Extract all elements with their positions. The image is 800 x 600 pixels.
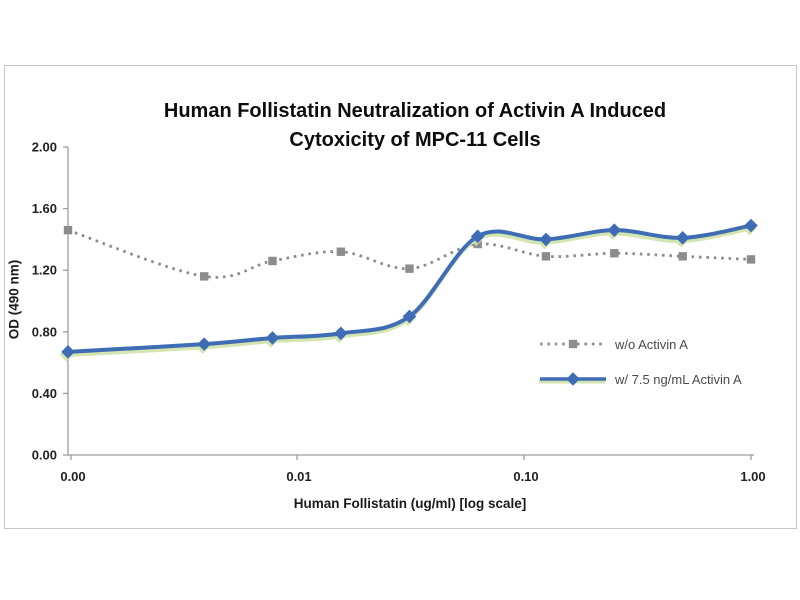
y-tick-label: 0.00 [32,448,57,463]
legend-diamond-marker [566,372,580,386]
chart-title: Human Follistatin Neutralization of Acti… [34,97,796,155]
data-point-with-activin-a [607,223,622,237]
legend-item-wo-activin-a: w/o Activin A [538,334,742,354]
y-tick-label: 0.80 [32,324,57,339]
data-point-wo-activin-a [336,247,346,256]
legend-item-with-activin-a: w/ 7.5 ng/mL Activin A [538,369,742,389]
chart-title-line-1: Human Follistatin Neutralization of Acti… [163,100,667,122]
y-tick-label: 1.60 [32,201,57,216]
x-tick-label: 1.00 [740,469,765,484]
x-axis-title: Human Follistatin (ug/ml) [log scale] [293,496,527,511]
y-tick-label: 1.20 [32,263,57,278]
data-point-with-activin-a [470,229,485,244]
data-point-with-activin-a [334,326,348,341]
series-line-wo-activin-a [67,228,752,279]
data-point-wo-activin-a [199,272,209,281]
legend-label-wo-activin-a: w/o Activin A [615,336,688,352]
data-point-wo-activin-a [541,252,551,261]
data-point-wo-activin-a [405,264,414,273]
data-point-wo-activin-a [268,256,277,266]
legend-square-marker [568,339,578,349]
data-point-with-activin-a [539,232,553,247]
dotted-line-square-marker-icon [540,339,606,349]
data-point-wo-activin-a [610,249,619,258]
y-axis-title: OD (490 nm) [6,259,22,340]
legend: w/o Activin A w/ 7.5 ng/mL Activin A [538,334,742,404]
data-point-with-activin-a [61,345,75,359]
chart-title-line-2: Cytoxicity of MPC-11 Cells [289,129,541,151]
series-line-with-activin-a [66,223,753,354]
data-point-with-activin-a [197,337,211,351]
data-point-with-activin-a [402,309,417,324]
solid-line-diamond-marker-icon [539,372,606,386]
data-point-wo-activin-a [63,225,73,235]
data-point-wo-activin-a [746,255,756,264]
data-point-with-activin-a [744,218,758,233]
chart-frame [4,65,797,529]
x-tick-label: 0.00 [60,469,85,484]
data-point-with-activin-a [675,231,690,245]
y-tick-label: 2.00 [32,140,57,155]
x-tick-label: 0.01 [286,469,311,484]
data-point-wo-activin-a [678,252,687,261]
axis-lines [67,147,754,456]
x-tick-label: 0.10 [513,469,538,484]
y-tick-label: 0.40 [32,386,57,401]
legend-label-with-activin-a: w/ 7.5 ng/mL Activin A [615,371,742,387]
data-point-with-activin-a [265,331,280,345]
